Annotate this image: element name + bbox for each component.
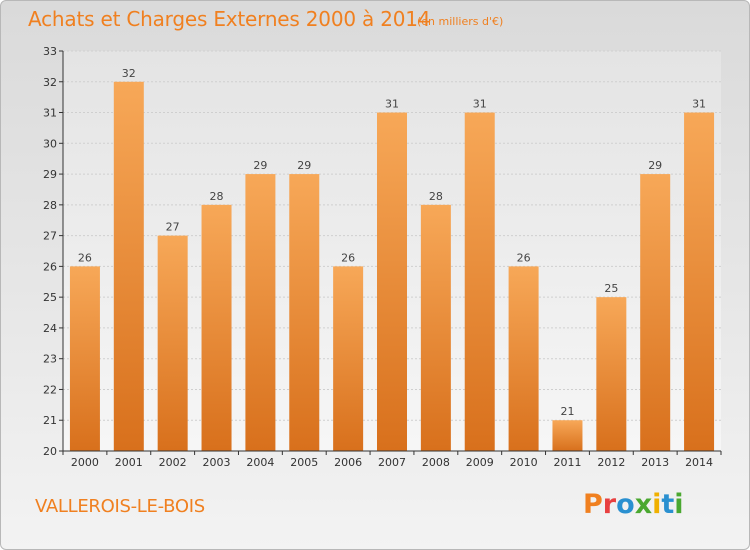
logo-letter: i: [652, 489, 662, 520]
y-tick-label: 32: [43, 76, 57, 89]
y-tick-label: 31: [43, 107, 57, 120]
data-label: 28: [429, 190, 443, 203]
x-tick-label: 2005: [290, 456, 318, 469]
y-tick-label: 23: [43, 353, 57, 366]
data-label: 26: [341, 251, 355, 264]
y-tick-label: 27: [43, 230, 57, 243]
x-tick-label: 2000: [71, 456, 99, 469]
bar-2006: [333, 266, 364, 451]
bar-2004: [245, 174, 276, 452]
data-label: 29: [648, 159, 662, 172]
y-tick-label: 29: [43, 168, 57, 181]
data-label: 28: [210, 190, 224, 203]
x-tick-label: 2004: [246, 456, 274, 469]
bar-2012: [596, 297, 627, 451]
data-label: 29: [297, 159, 311, 172]
y-tick-label: 20: [43, 445, 57, 458]
data-label: 21: [560, 405, 574, 418]
bar-2009: [464, 112, 495, 452]
bar-2008: [420, 204, 451, 451]
data-label: 32: [122, 67, 136, 80]
data-label: 25: [604, 282, 618, 295]
bar-2005: [289, 174, 320, 452]
data-label: 31: [473, 98, 487, 111]
x-tick-label: 2008: [422, 456, 450, 469]
x-tick-label: 2012: [597, 456, 625, 469]
x-tick-label: 2014: [685, 456, 713, 469]
y-tick-label: 26: [43, 260, 57, 273]
logo-letter: P: [583, 489, 603, 520]
bar-2010: [508, 266, 539, 451]
proxiti-logo: Proxiti: [583, 489, 684, 520]
logo-letter: r: [602, 489, 617, 520]
y-tick-label: 33: [43, 45, 57, 58]
data-label: 29: [253, 159, 267, 172]
x-tick-label: 2013: [641, 456, 669, 469]
bar-2000: [69, 266, 100, 451]
x-tick-label: 2003: [203, 456, 231, 469]
x-tick-label: 2011: [553, 456, 581, 469]
data-label: 31: [692, 98, 706, 111]
logo-letter: i: [674, 489, 684, 520]
x-tick-label: 2001: [115, 456, 143, 469]
x-tick-label: 2006: [334, 456, 362, 469]
bar-2002: [157, 235, 188, 451]
chart-title: Achats et Charges Externes 2000 à 2014: [28, 7, 431, 31]
y-tick-label: 21: [43, 414, 57, 427]
logo-letter: x: [634, 489, 653, 520]
data-label: 26: [78, 251, 92, 264]
bar-2014: [684, 112, 715, 452]
bar-2007: [377, 112, 407, 452]
data-label: 31: [385, 98, 399, 111]
data-label: 27: [166, 221, 180, 234]
y-tick-label: 24: [43, 322, 57, 335]
y-tick-label: 30: [43, 137, 57, 150]
data-label: 26: [517, 251, 531, 264]
chart-unit: (en milliers d'€): [417, 15, 504, 28]
logo-letter: t: [661, 489, 675, 520]
x-tick-label: 2009: [466, 456, 494, 469]
logo-letter: o: [616, 489, 635, 520]
x-tick-label: 2007: [378, 456, 406, 469]
bar-2013: [640, 174, 671, 452]
y-tick-label: 28: [43, 199, 57, 212]
y-tick-label: 25: [43, 291, 57, 304]
bar-2011: [552, 420, 583, 451]
y-tick-label: 22: [43, 383, 57, 396]
x-tick-label: 2002: [159, 456, 187, 469]
bar-2001: [113, 81, 144, 452]
place-name: VALLEROIS-LE-BOIS: [35, 496, 205, 517]
bar-2003: [201, 204, 232, 451]
x-tick-label: 2010: [510, 456, 538, 469]
